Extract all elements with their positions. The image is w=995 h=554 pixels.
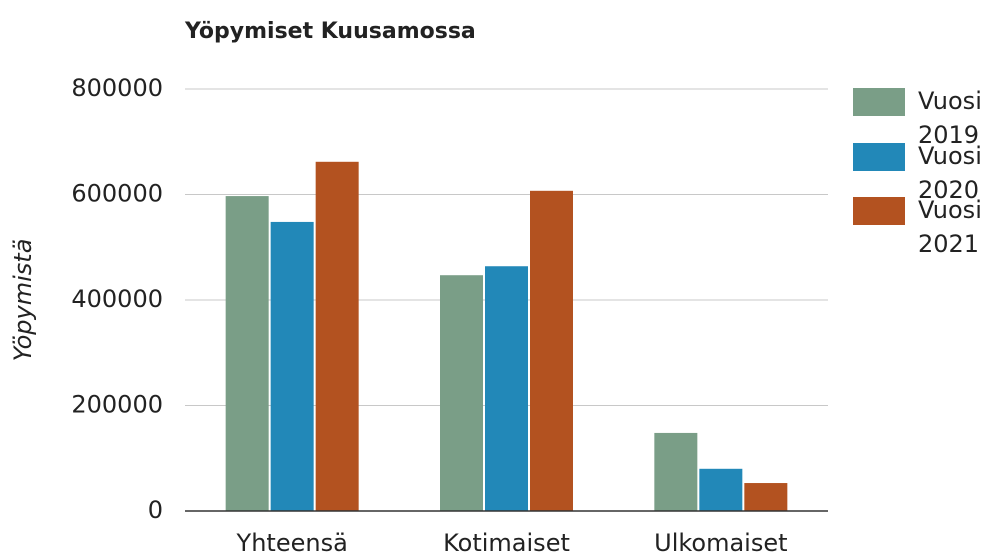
legend-item: Vuosi 2020 <box>853 142 994 207</box>
legend-label: Vuosi 2019 <box>918 87 982 149</box>
legend-label: Vuosi 2020 <box>918 141 982 204</box>
chart-title: Yöpymiset Kuusamossa <box>184 19 476 44</box>
bar <box>744 483 788 511</box>
legend-swatch <box>853 88 905 116</box>
y-tick-label: 800000 <box>71 74 163 102</box>
x-tick-label: Ulkomaiset <box>654 529 787 554</box>
y-axis-label: Yöpymistä <box>9 239 37 362</box>
y-tick-label: 200000 <box>71 391 163 419</box>
legend-item: Vuosi 2021 <box>853 196 994 261</box>
legend-swatch <box>853 142 905 171</box>
legend-label: Vuosi 2021 <box>918 196 982 258</box>
bar <box>654 432 698 511</box>
y-tick-label: 400000 <box>71 285 163 313</box>
bar <box>485 266 528 511</box>
y-tick-label: 600000 <box>71 180 163 208</box>
bar <box>270 221 314 511</box>
bar <box>315 161 359 512</box>
bar <box>530 190 573 511</box>
y-tick-label: 0 <box>148 496 163 524</box>
legend-item: Vuosi 2019 <box>853 87 994 152</box>
x-tick-label: Kotimaiset <box>443 529 570 554</box>
bar <box>440 275 483 511</box>
bar <box>225 196 269 511</box>
legend-swatch <box>853 197 905 225</box>
bar <box>699 468 743 511</box>
x-tick-label: Yhteensä <box>236 529 348 554</box>
